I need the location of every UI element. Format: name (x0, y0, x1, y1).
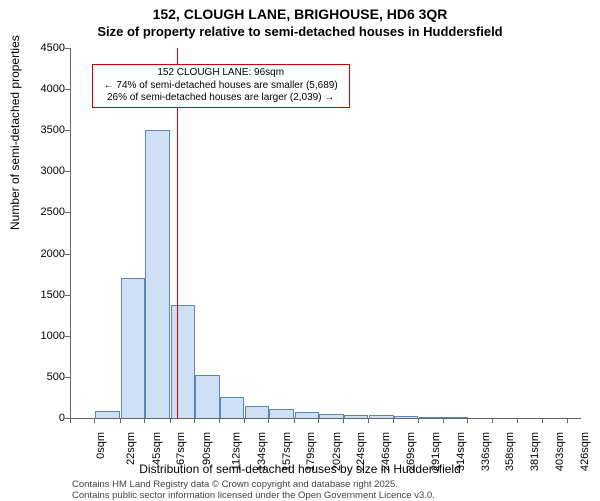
x-tick-mark (467, 418, 468, 423)
x-tick-mark (318, 418, 319, 423)
y-tick-mark (65, 336, 70, 337)
x-tick-mark (567, 418, 568, 423)
x-tick-mark (94, 418, 95, 423)
x-tick-mark (443, 418, 444, 423)
footer-line2: Contains public sector information licen… (72, 490, 435, 501)
x-tick-mark (542, 418, 543, 423)
x-tick-mark (517, 418, 518, 423)
y-tick-mark (65, 48, 70, 49)
x-tick-mark (343, 418, 344, 423)
y-tick-mark (65, 171, 70, 172)
y-tick-label: 2500 (41, 206, 65, 218)
y-tick-label: 3500 (41, 124, 65, 136)
chart-title-line2: Size of property relative to semi-detach… (0, 24, 600, 39)
x-tick-mark (268, 418, 269, 423)
histogram-bar (319, 414, 343, 418)
y-tick-mark (65, 130, 70, 131)
histogram-bar (95, 411, 119, 418)
histogram-bar (419, 417, 443, 418)
y-tick-label: 3000 (41, 165, 65, 177)
histogram-bar (369, 415, 393, 418)
x-tick-label: 22sqm (125, 432, 137, 465)
annotation-line: 152 CLOUGH LANE: 96sqm (97, 67, 345, 80)
y-tick-mark (65, 254, 70, 255)
histogram-bar (145, 130, 169, 418)
footer-line1: Contains HM Land Registry data © Crown c… (72, 479, 398, 490)
histogram-bar (220, 397, 244, 418)
x-tick-mark (144, 418, 145, 423)
x-tick-mark (219, 418, 220, 423)
x-tick-label: 90sqm (201, 432, 213, 465)
histogram-bar (344, 415, 368, 418)
x-tick-mark (194, 418, 195, 423)
y-tick-label: 4000 (41, 83, 65, 95)
x-tick-mark (244, 418, 245, 423)
x-tick-label: 0sqm (95, 432, 107, 459)
x-tick-mark (418, 418, 419, 423)
x-tick-mark (393, 418, 394, 423)
y-tick-mark (65, 212, 70, 213)
y-axis-label: Number of semi-detached properties (8, 35, 22, 230)
histogram-bar (269, 409, 293, 418)
chart-container: 152, CLOUGH LANE, BRIGHOUSE, HD6 3QR Siz… (0, 0, 600, 500)
histogram-bar (171, 305, 195, 418)
y-tick-mark (65, 295, 70, 296)
y-tick-label: 2000 (41, 248, 65, 260)
y-tick-mark (65, 377, 70, 378)
y-tick-mark (65, 89, 70, 90)
histogram-bar (444, 417, 468, 418)
x-tick-mark (368, 418, 369, 423)
annotation-box: 152 CLOUGH LANE: 96sqm ← 74% of semi-det… (92, 64, 350, 108)
plot-area: 152 CLOUGH LANE: 96sqm ← 74% of semi-det… (70, 48, 581, 419)
x-tick-mark (492, 418, 493, 423)
histogram-bar (245, 406, 269, 418)
y-tick-label: 1500 (41, 289, 65, 301)
x-tick-mark (294, 418, 295, 423)
annotation-line: ← 74% of semi-detached houses are smalle… (97, 80, 345, 93)
annotation-line: 26% of semi-detached houses are larger (… (97, 92, 345, 105)
x-tick-mark (70, 418, 71, 423)
x-axis-label: Distribution of semi-detached houses by … (0, 462, 600, 476)
histogram-bar (121, 278, 145, 418)
y-tick-label: 1000 (41, 330, 65, 342)
chart-title-line1: 152, CLOUGH LANE, BRIGHOUSE, HD6 3QR (0, 6, 600, 22)
histogram-bar (394, 416, 418, 418)
x-tick-label: 45sqm (151, 432, 163, 465)
y-tick-label: 4500 (41, 42, 65, 54)
y-tick-label: 500 (47, 371, 65, 383)
x-tick-mark (120, 418, 121, 423)
histogram-bar (195, 375, 219, 418)
x-tick-mark (170, 418, 171, 423)
histogram-bar (295, 412, 319, 418)
x-tick-label: 67sqm (175, 432, 187, 465)
